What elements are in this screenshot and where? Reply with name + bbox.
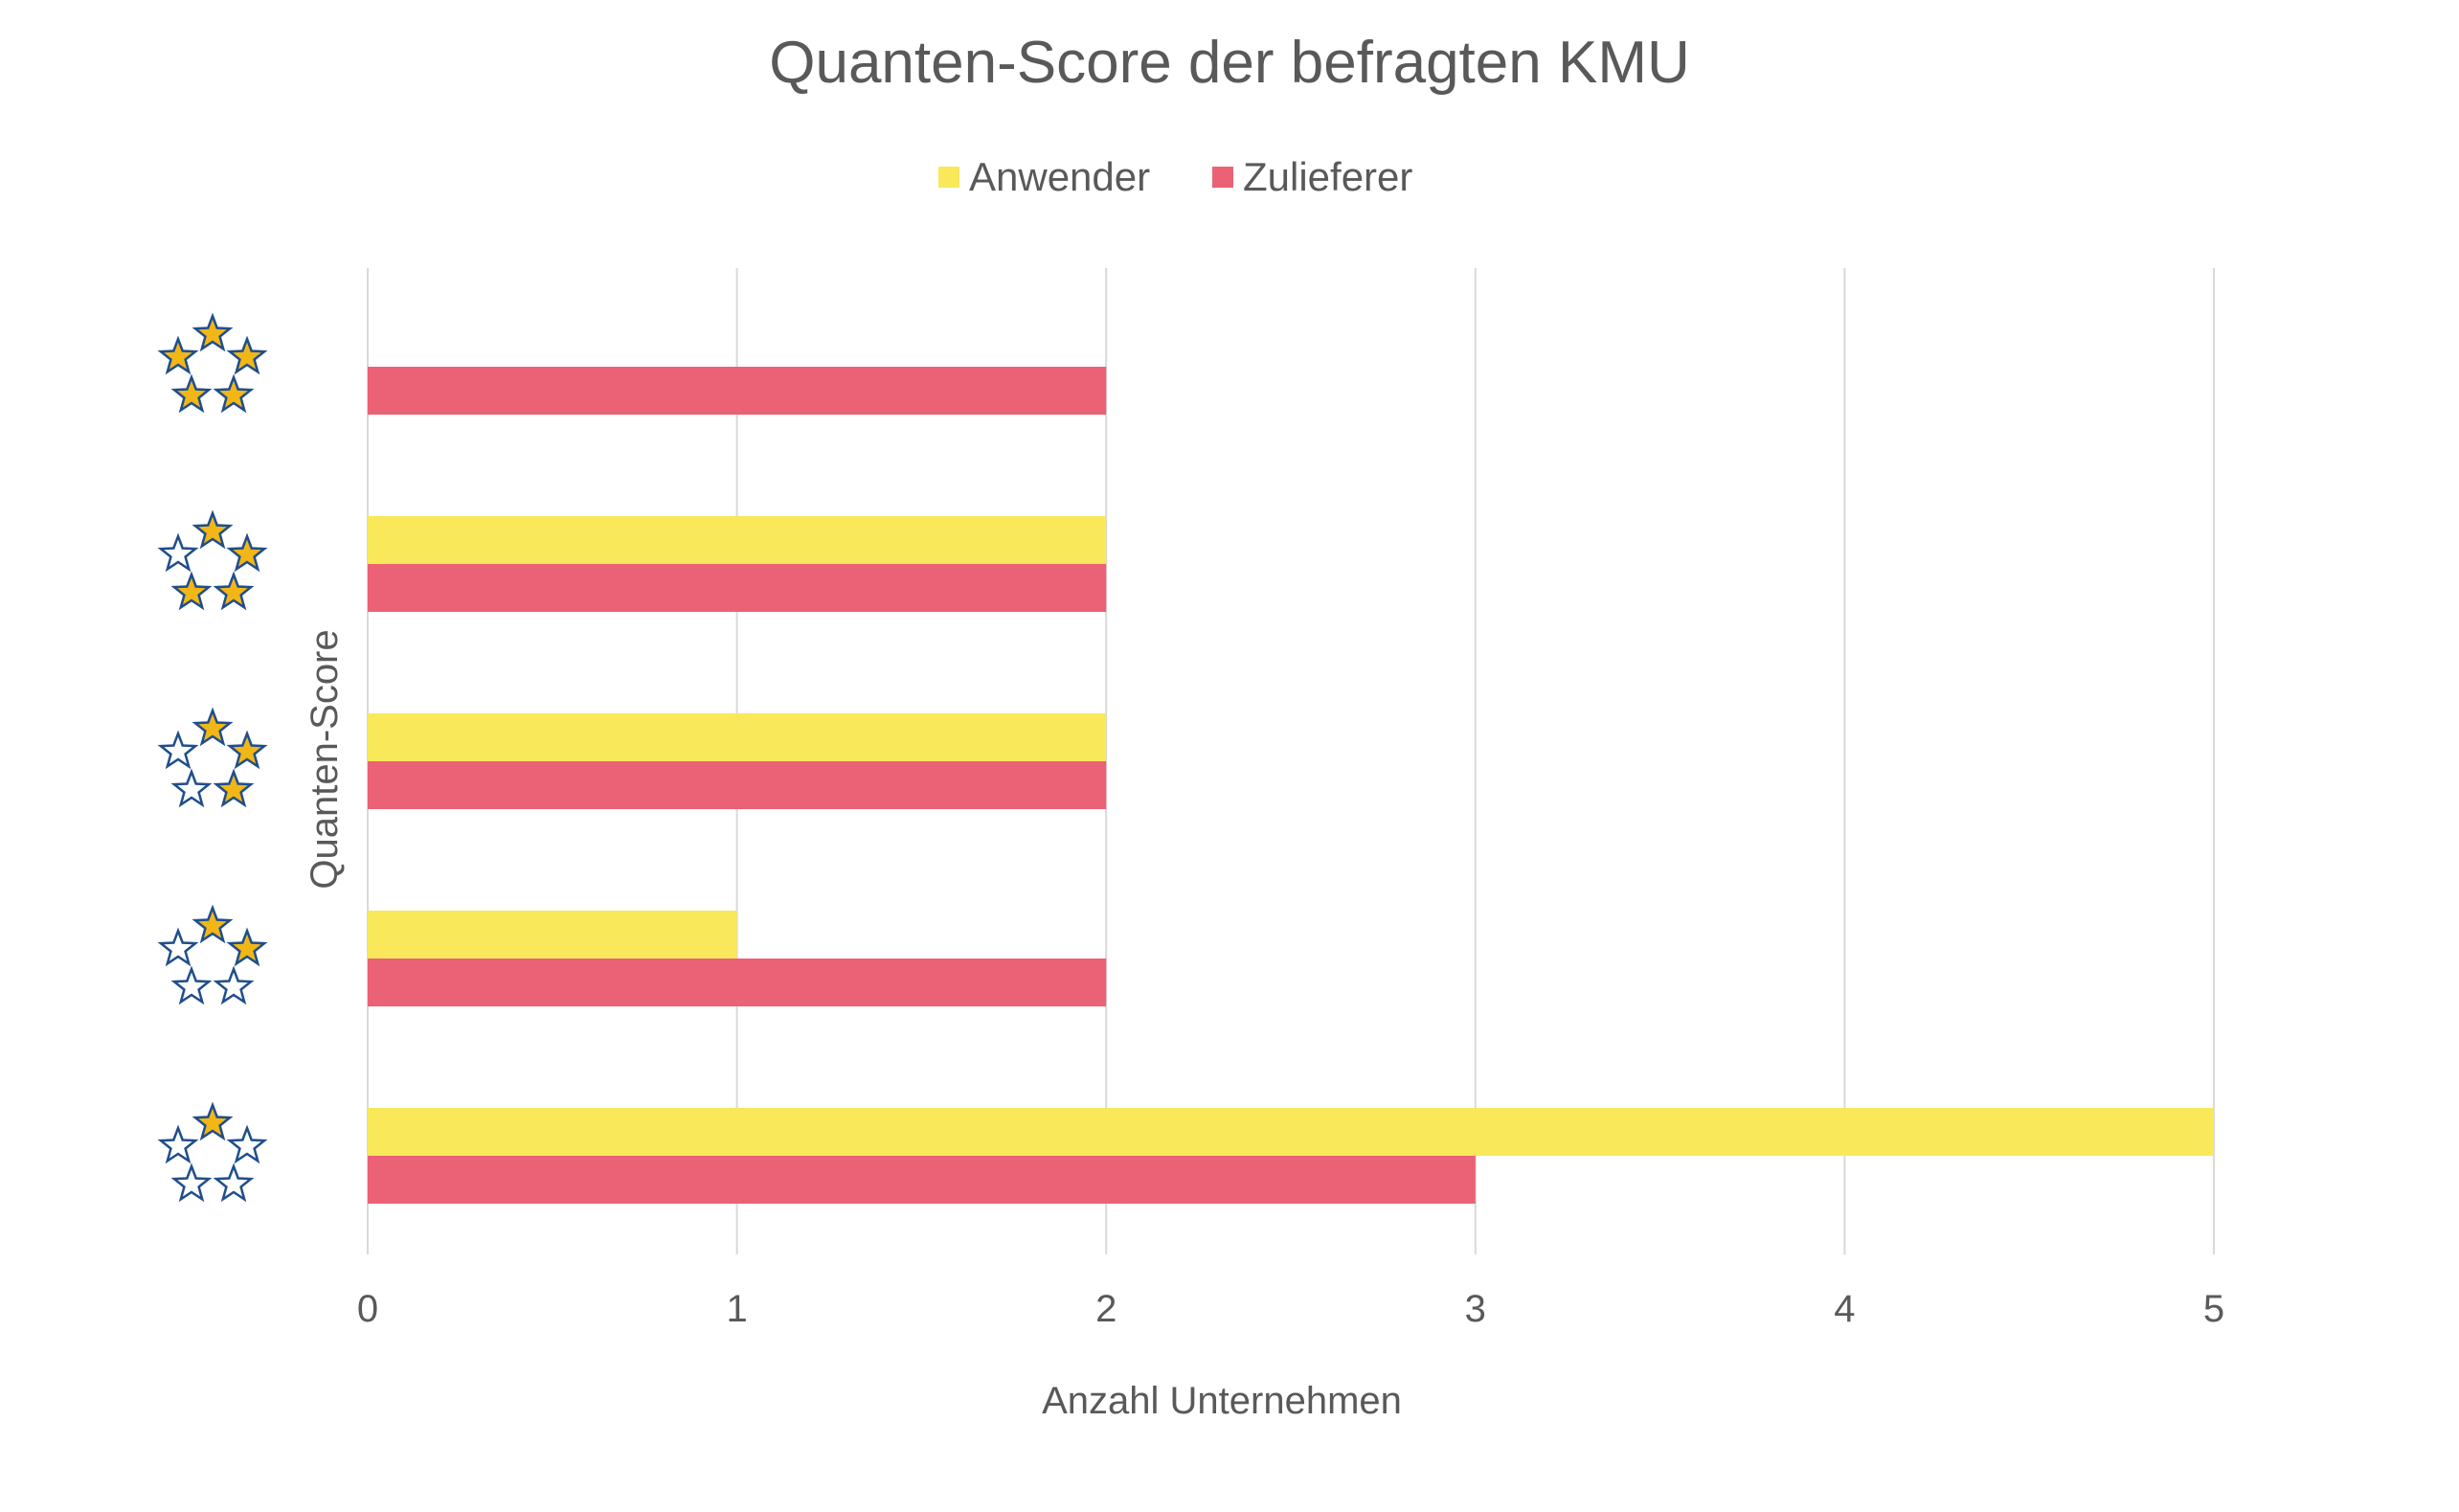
filled-star-icon: [226, 730, 268, 770]
empty-star-icon: [170, 768, 213, 808]
filled-star-icon: [226, 532, 268, 573]
bar-zulieferer-score-2: [368, 959, 1107, 1006]
empty-star-icon: [226, 1124, 268, 1164]
bar-anwender-score-2: [368, 911, 737, 959]
filled-star-icon: [226, 927, 268, 967]
empty-star-icon: [157, 927, 199, 967]
filled-star-icon: [192, 707, 234, 747]
empty-star-icon: [170, 1162, 213, 1203]
legend-label-zulieferer: Zulieferer: [1243, 154, 1412, 199]
x-tick-label: 5: [2203, 1288, 2224, 1330]
filled-star-icon: [213, 571, 255, 611]
filled-star-icon: [170, 571, 213, 611]
bar-anwender-score-3: [368, 713, 1107, 761]
x-tick-label: 0: [357, 1288, 378, 1330]
legend-label-anwender: Anwender: [969, 154, 1150, 199]
x-axis-title: Anzahl Unternehmen: [1042, 1380, 1402, 1422]
empty-star-icon: [213, 965, 255, 1005]
bar-zulieferer-score-1: [368, 1156, 1476, 1204]
filled-star-icon: [213, 768, 255, 808]
empty-star-icon: [213, 1162, 255, 1203]
x-tick-label: 2: [1095, 1288, 1117, 1330]
filled-star-icon: [192, 509, 234, 550]
x-tick-label: 1: [726, 1288, 747, 1330]
x-tick-label: 4: [1834, 1288, 1855, 1330]
legend: Anwender Zulieferer: [938, 154, 1412, 199]
empty-star-icon: [157, 1124, 199, 1164]
star-rating-icon-4: [157, 509, 268, 611]
star-rating-icon-3: [157, 707, 268, 808]
chart-title: Quanten-Score der befragten KMU: [769, 30, 1690, 96]
bar-zulieferer-score-5: [368, 367, 1107, 415]
bar-zulieferer-score-4: [368, 564, 1107, 612]
y-axis-categories: [157, 312, 268, 1203]
filled-star-icon: [213, 373, 255, 414]
filled-star-icon: [226, 335, 268, 375]
filled-star-icon: [192, 312, 234, 352]
filled-star-icon: [192, 1101, 234, 1141]
bar-zulieferer-score-3: [368, 761, 1107, 809]
bars: [368, 367, 2214, 1204]
legend-swatch-anwender: [938, 167, 959, 188]
empty-star-icon: [170, 965, 213, 1005]
bar-anwender-score-4: [368, 516, 1107, 564]
empty-star-icon: [157, 532, 199, 573]
y-axis-title: Quanten-Score: [304, 629, 346, 889]
star-rating-icon-5: [157, 312, 268, 414]
filled-star-icon: [170, 373, 213, 414]
empty-star-icon: [157, 730, 199, 770]
x-tick-label: 3: [1465, 1288, 1486, 1330]
legend-swatch-zulieferer: [1212, 167, 1233, 188]
star-rating-icon-2: [157, 904, 268, 1005]
bar-anwender-score-1: [368, 1108, 2214, 1156]
filled-star-icon: [192, 904, 234, 944]
filled-star-icon: [157, 335, 199, 375]
x-axis-ticks: 0 1 2 3 4 5: [357, 1288, 2224, 1330]
star-rating-icon-1: [157, 1101, 268, 1203]
